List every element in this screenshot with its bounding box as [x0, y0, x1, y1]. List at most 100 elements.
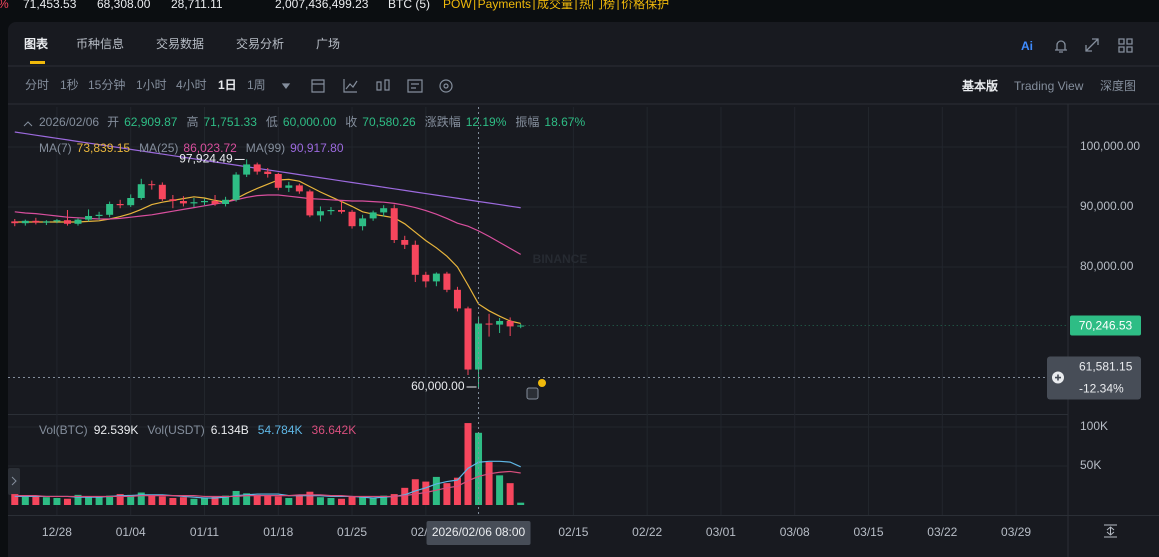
legend-text: 92.539K	[94, 423, 139, 437]
volume-bar	[158, 496, 166, 505]
side-button[interactable]	[8, 468, 20, 495]
interval[interactable]: 15分钟	[88, 77, 125, 92]
ticker-tag[interactable]: 热门榜	[579, 0, 615, 11]
y-tick-label: 50K	[1080, 458, 1101, 472]
y-tick-label: 100,000.00	[1080, 139, 1140, 153]
candle-body	[496, 321, 504, 325]
candle-body	[422, 274, 430, 282]
ai-button[interactable]: Ai	[1021, 39, 1033, 53]
legend-text: Vol(USDT)	[147, 423, 204, 437]
tab[interactable]: 币种信息	[76, 36, 124, 51]
calendar-icon[interactable]	[311, 79, 325, 93]
alert-dot[interactable]	[538, 379, 546, 387]
tab[interactable]: 图表	[24, 36, 49, 51]
legend-text: 收	[345, 115, 357, 129]
ticker-change: %	[0, 0, 9, 11]
scale-icon[interactable]	[1104, 524, 1117, 538]
tab[interactable]: 交易数据	[156, 36, 204, 51]
x-tick-label: 01/18	[263, 525, 293, 539]
interval[interactable]: 1秒	[60, 78, 79, 92]
interval[interactable]: 4小时	[176, 78, 207, 92]
legend-text: MA(99)	[246, 141, 285, 155]
settings-icon[interactable]	[439, 79, 453, 93]
candle-body	[295, 185, 303, 192]
candle-body	[464, 308, 472, 370]
volume-bar	[243, 493, 251, 505]
view-option[interactable]: Trading View	[1014, 79, 1084, 93]
candle-body	[137, 184, 145, 199]
volume-ma-line	[14, 470, 521, 498]
note-icon[interactable]	[526, 387, 539, 400]
candle-body	[506, 321, 514, 327]
legend-text: 2026/02/06	[39, 115, 99, 129]
settings-icon[interactable]	[443, 83, 449, 89]
candle-body	[127, 198, 135, 206]
tab[interactable]: 广场	[316, 37, 340, 51]
candle-body	[116, 204, 124, 206]
x-tick-label: 03/22	[927, 525, 957, 539]
candle-body	[74, 219, 82, 224]
candle-body	[306, 191, 314, 216]
bell-icon[interactable]	[1055, 40, 1067, 53]
volume-bar	[95, 497, 103, 505]
volume-bar	[316, 497, 324, 505]
legend-text: 涨跌幅	[425, 114, 461, 129]
x-tick-label: 12/28	[42, 525, 72, 539]
candle-body	[42, 221, 50, 223]
x-tick-label: 02/22	[632, 525, 662, 539]
candle-body	[348, 211, 356, 227]
legend-text: 振幅	[515, 114, 539, 129]
candle-body	[200, 201, 208, 203]
legend-text: 71,751.33	[203, 115, 257, 129]
ticker-tag[interactable]: Payments	[478, 0, 531, 11]
ticker-value: 68,308.00	[97, 0, 151, 11]
indicator-icon[interactable]	[343, 79, 358, 93]
candle-icon[interactable]	[376, 79, 390, 91]
interval[interactable]: 分时	[25, 78, 49, 92]
ticker-value: 71,453.53	[23, 0, 77, 11]
interval[interactable]: 1周	[247, 78, 266, 92]
legend-text: 62,909.87	[124, 115, 178, 129]
high-label: 97,924.49	[179, 152, 233, 166]
volume-bar	[485, 462, 493, 505]
collapse-icon[interactable]	[23, 121, 33, 127]
ticker-tag[interactable]: POW	[443, 0, 472, 11]
candle-body	[338, 210, 346, 212]
legend-text: 90,917.80	[290, 141, 344, 155]
dropdown-icon[interactable]	[281, 83, 291, 89]
volume-bar	[338, 498, 346, 505]
header-icons[interactable]	[1055, 38, 1133, 53]
volume-bar	[359, 497, 367, 505]
tab[interactable]: 交易分析	[236, 36, 284, 51]
volume-bar	[85, 496, 93, 505]
view-option[interactable]: 深度图	[1100, 78, 1136, 93]
volume-bar	[200, 497, 208, 505]
volume-bar	[443, 483, 451, 505]
ticker-tag[interactable]: 价格保护	[621, 0, 669, 11]
x-tick-label: 03/15	[853, 525, 883, 539]
layout-icon[interactable]	[1118, 38, 1133, 53]
volume-bar	[211, 496, 219, 505]
view-option[interactable]: 基本版	[961, 78, 998, 93]
toolbar-icons[interactable]	[281, 79, 453, 93]
template-icon[interactable]	[407, 79, 423, 93]
panel	[8, 22, 1159, 557]
interval[interactable]: 1日	[218, 78, 237, 92]
candle-body	[232, 174, 240, 200]
candle-body	[32, 220, 40, 223]
volume-bar	[517, 502, 525, 505]
volume-bar	[253, 494, 261, 505]
expand-icon[interactable]	[1085, 38, 1099, 52]
volume-bar	[42, 497, 50, 505]
volume-bar	[348, 496, 356, 505]
candle-body	[359, 218, 367, 227]
volume-bar	[21, 495, 29, 505]
ticker-tag[interactable]: 成交量	[537, 0, 573, 11]
x-tick-label: 02/15	[558, 525, 588, 539]
candle-body	[369, 212, 377, 219]
last-price-box	[1070, 315, 1141, 336]
volume-bar	[11, 494, 19, 505]
candle-body	[453, 289, 461, 309]
candle-body	[95, 214, 103, 217]
interval[interactable]: 1小时	[136, 78, 167, 92]
